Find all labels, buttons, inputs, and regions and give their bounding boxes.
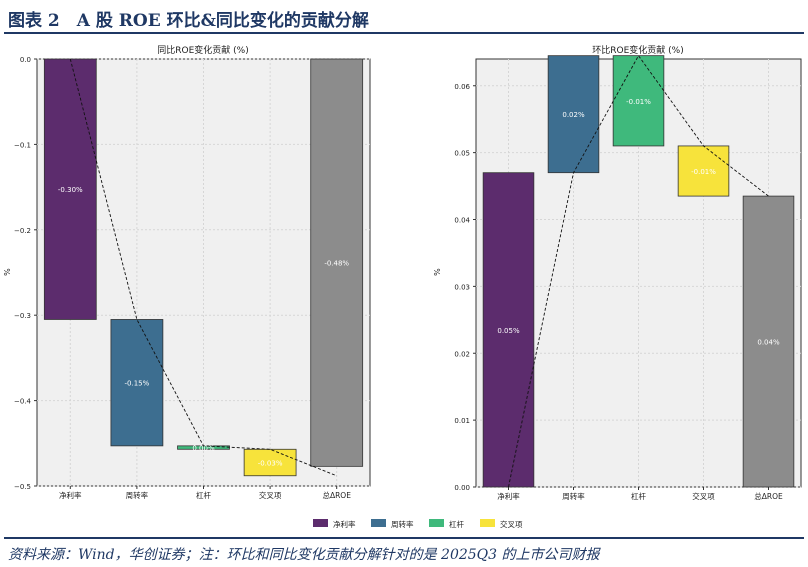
chart-qoq-data-label: 0.05% xyxy=(497,327,520,335)
chart-qoq-title: 环比ROE变化贡献 (%) xyxy=(592,44,683,56)
chart-qoq-xtick-label: 净利率 xyxy=(497,491,520,501)
chart-qoq-marks: 0.00 0.01 0.02 0.03 0.04 0.05 0.06 0.05% 净利率 0.02… xyxy=(454,54,801,501)
chart-yoy-ytick-label: −0.2 xyxy=(14,227,31,235)
footer-rule xyxy=(4,537,804,539)
chart-qoq-data-label: -0.01% xyxy=(691,168,716,176)
chart-qoq-ytick-label: 0.04 xyxy=(454,217,470,225)
chart-yoy-xtick-label: 交叉项 xyxy=(259,490,282,500)
chart-qoq-bar xyxy=(482,172,535,488)
chart-yoy-ytick-label: −0.3 xyxy=(14,312,31,320)
chart-legend: 净利率 周转率 杠杆 交叉项 xyxy=(313,519,523,529)
chart-yoy-xtick-label: 总ΔROE xyxy=(322,490,351,500)
chart-yoy-data-label: -0.15% xyxy=(125,380,150,388)
legend-swatch xyxy=(480,519,495,527)
chart-qoq-ytick-label: 0.03 xyxy=(454,283,470,291)
chart-qoq-xtick-label: 交叉项 xyxy=(692,491,715,501)
chart-yoy-bar xyxy=(243,448,297,477)
chart-yoy-bar xyxy=(310,58,364,467)
legend-label: 交叉项 xyxy=(500,519,523,529)
chart-yoy-data-label: -0.30% xyxy=(58,186,83,194)
legend-label: 净利率 xyxy=(333,519,356,529)
chart-yoy-xtick-label: 周转率 xyxy=(126,490,149,500)
chart-yoy-bar xyxy=(110,319,164,447)
chart-qoq-bar xyxy=(677,145,730,197)
chart-yoy-ytick-label: −0.4 xyxy=(14,398,32,406)
chart-qoq-xtick-label: 总ΔROE xyxy=(754,491,783,501)
legend-swatch xyxy=(429,519,444,527)
legend-label: 杠杆 xyxy=(449,519,464,529)
chart-qoq-ylabel: % xyxy=(433,268,442,276)
chart-yoy-data-label: -0.03% xyxy=(258,460,283,468)
chart-qoq-ytick-label: 0.01 xyxy=(454,417,470,425)
legend-swatch xyxy=(313,519,328,527)
chart-qoq-data-label: 0.02% xyxy=(562,111,585,119)
chart-qoq-ytick-label: 0.05 xyxy=(454,150,470,158)
chart-qoq-bar xyxy=(547,55,600,174)
chart-yoy-title: 同比ROE变化贡献 (%) xyxy=(157,44,248,56)
chart-qoq-bar xyxy=(742,195,795,488)
chart-yoy-marks: 0.0 −0.1 −0.2 −0.3 −0.4 −0.5 -0.30% 净利率 -0.15% 周转… xyxy=(14,56,370,500)
chart-qoq-data-label: -0.01% xyxy=(626,98,651,106)
chart-qoq-bar xyxy=(612,55,665,147)
legend-swatch xyxy=(371,519,386,527)
chart-qoq-xtick-label: 杠杆 xyxy=(631,491,646,501)
source-note: 资料来源：Wind，华创证券；注：环比和同比变化贡献分解针对的是 2025Q3 … xyxy=(8,547,600,563)
chart-qoq-xtick-label: 周转率 xyxy=(562,491,585,501)
chart-yoy-ytick-label: −0.1 xyxy=(14,141,31,149)
chart-yoy-ytick-label: −0.5 xyxy=(14,483,31,491)
chart-yoy-ytick-label: 0.0 xyxy=(20,56,31,64)
roe-contribution-charts: 同比ROE变化贡献 (%) % 环比ROE变化贡献 (%) % 净利率 周转率 杠杆… xyxy=(3,44,802,529)
header-rule xyxy=(4,32,804,34)
chart-qoq-ytick-label: 0.02 xyxy=(454,350,470,358)
chart-yoy-connector-line xyxy=(69,58,337,477)
chart-qoq-ytick-label: 0.00 xyxy=(454,484,470,492)
figure-title: 图表 2 A 股 ROE 环比&同比变化的贡献分解 xyxy=(8,11,369,31)
chart-qoq-data-label: 0.04% xyxy=(757,339,780,347)
chart-yoy-ylabel: % xyxy=(3,268,12,276)
chart-yoy-xtick-label: 净利率 xyxy=(59,490,82,500)
legend-label: 周转率 xyxy=(391,519,414,529)
chart-yoy-xtick-label: 杠杆 xyxy=(196,490,211,500)
chart-yoy-data-label: 0.00% xyxy=(192,445,215,453)
chart-qoq-ytick-label: 0.06 xyxy=(454,83,470,91)
chart-yoy-data-label: -0.48% xyxy=(324,260,349,268)
